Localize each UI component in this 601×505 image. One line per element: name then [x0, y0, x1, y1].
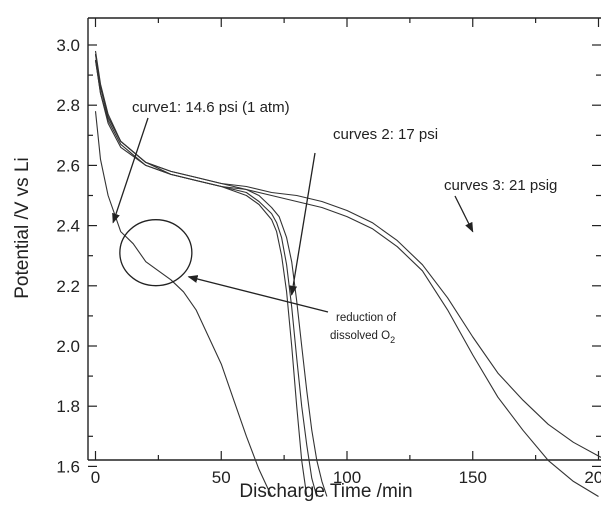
series-line-1 — [94, 111, 273, 497]
y-tick-label: 2.8 — [56, 96, 80, 115]
y-tick-label: 2.0 — [56, 337, 80, 356]
y-axis-label: Potential /V vs Li — [12, 157, 33, 299]
x-tick-label: 200 — [584, 468, 601, 487]
annotation-curves-3: curves 3: 21 psig — [444, 177, 557, 194]
y-axis-ticks: 1.6 1.8 2.0 2.2 2.4 2.6 2.8 3.0 — [56, 36, 601, 476]
series-line-2 — [94, 59, 308, 497]
annotation-arrow-3 — [454, 195, 474, 233]
y-tick-label: 2.4 — [56, 217, 80, 236]
x-tick-label: 0 — [91, 468, 100, 487]
y-tick-label: 2.2 — [56, 277, 80, 296]
x-tick-label: 50 — [212, 468, 231, 487]
highlight-circle — [119, 219, 193, 287]
y-tick-label: 2.6 — [56, 156, 80, 175]
annotation-layer — [112, 117, 474, 313]
y-tick-label: 1.8 — [56, 397, 80, 416]
annotation-curve1: curve1: 14.6 psi (1 atm) — [132, 99, 290, 116]
series-layer — [94, 50, 601, 497]
x-tick-label: 150 — [459, 468, 487, 487]
annotation-arrow-4 — [187, 275, 329, 313]
annotation-reduction-text: dissolved O — [330, 330, 390, 342]
x-axis-ticks: 0 50 100 150 200 — [91, 18, 601, 487]
plot-frame — [87, 17, 601, 461]
annotation-reduction-line2: dissolved O2 — [330, 330, 395, 345]
x-tick-label: 100 — [333, 468, 361, 487]
series-line-5 — [94, 59, 599, 497]
annotation-arrow-2 — [289, 152, 316, 296]
x-axis-label: Discharge Time /min — [239, 481, 412, 502]
annotation-arrow-1 — [112, 117, 149, 224]
series-line-6 — [94, 50, 601, 458]
annotation-reduction-line1: reduction of — [336, 312, 397, 324]
annotation-curves-2: curves 2: 17 psi — [333, 126, 438, 143]
y-tick-label: 1.6 — [56, 457, 80, 476]
annotation-reduction-subscript: 2 — [390, 335, 395, 345]
y-tick-label: 3.0 — [56, 36, 80, 55]
